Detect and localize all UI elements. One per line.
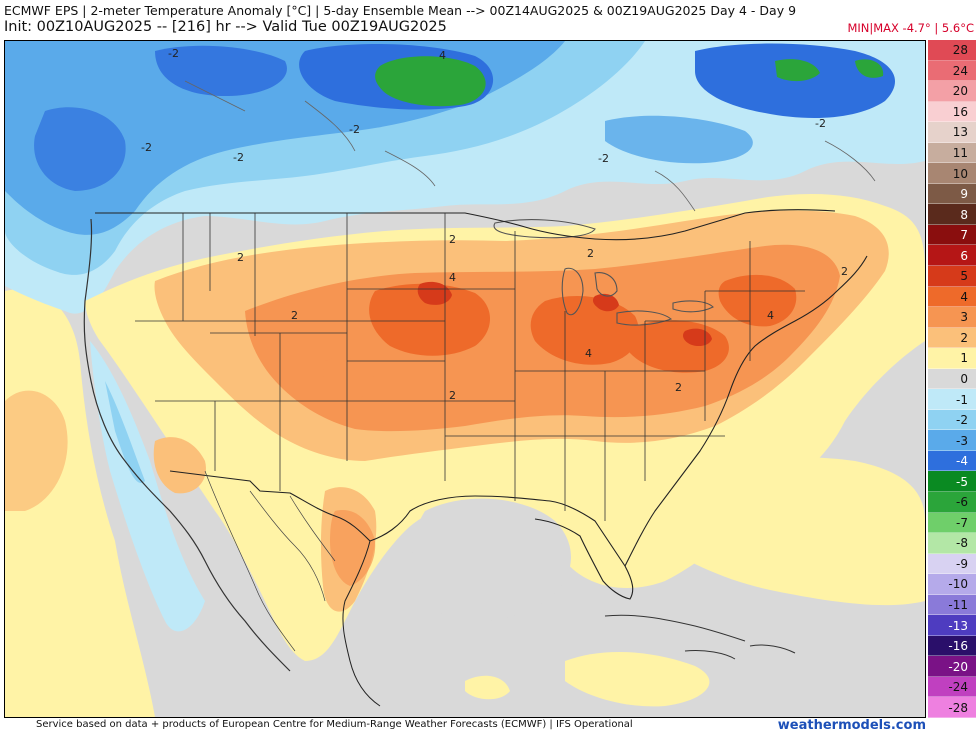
colorbar-label: -2 — [956, 413, 968, 428]
contour-label: -2 — [233, 151, 244, 164]
colorbar-label: -24 — [948, 680, 968, 695]
colorbar-swatch: -13 — [928, 615, 976, 636]
colorbar-label: -11 — [948, 597, 968, 612]
contour-label: 4 — [585, 347, 592, 360]
colorbar-label: -3 — [956, 433, 968, 448]
colorbar-label: 11 — [952, 145, 968, 160]
colorbar-swatch: 16 — [928, 101, 976, 123]
colorbar-swatch: -28 — [928, 697, 976, 718]
colorbar-label: 9 — [960, 187, 968, 202]
colorbar-swatch: -16 — [928, 635, 976, 657]
colorbar-swatch: 5 — [928, 266, 976, 287]
colorbar-label: 6 — [960, 248, 968, 263]
colorbar-label: 28 — [952, 43, 968, 58]
colorbar-label: -20 — [948, 659, 968, 674]
init-valid-time: Init: 00Z10AUG2025 -- [216] hr --> Valid… — [4, 19, 447, 35]
colorbar-label: 8 — [960, 207, 968, 222]
colorbar-label: 4 — [960, 289, 968, 304]
colorbar-label: 7 — [960, 228, 968, 243]
colorbar-label: -16 — [948, 639, 968, 654]
colorbar-label: -7 — [956, 515, 968, 530]
colorbar-swatch: -3 — [928, 430, 976, 451]
colorbar-label: -8 — [956, 536, 968, 551]
canada-us-border — [95, 209, 836, 241]
colorbar-label: 0 — [960, 371, 968, 386]
gulf-coast — [369, 495, 634, 600]
colorbar-label: 1 — [960, 351, 968, 366]
contour-label: -2 — [168, 47, 179, 60]
colorbar-swatch: -4 — [928, 450, 976, 472]
colorbar-label: 16 — [952, 104, 968, 119]
colorbar-label: 10 — [952, 166, 968, 181]
color-scale-legend: 28 24 20 16 13 11 10 9 8 7 6 5 4 3 2 1 0 -1 -2 -3 -4 -5 -6 -7 -8… — [928, 40, 976, 718]
colorbar-label: -6 — [956, 495, 968, 510]
colorbar-label: -4 — [956, 454, 968, 469]
us-mexico-border — [169, 470, 371, 542]
colorbar-label: 5 — [960, 269, 968, 284]
colorbar-label: 20 — [952, 84, 968, 99]
west-coast — [83, 218, 291, 672]
colorbar-swatch: 11 — [928, 142, 976, 164]
contour-label: -2 — [815, 117, 826, 130]
colorbar-swatch: 8 — [928, 204, 976, 225]
brand-link[interactable]: weathermodels.com — [777, 718, 926, 733]
colorbar-label: -1 — [956, 392, 968, 407]
contour-label: 2 — [841, 265, 848, 278]
colorbar-swatch: -6 — [928, 492, 976, 513]
contour-label: 2 — [237, 251, 244, 264]
colorbar-swatch: -7 — [928, 512, 976, 534]
colorbar-swatch: 0 — [928, 368, 976, 390]
colorbar-label: -5 — [956, 474, 968, 489]
colorbar-swatch: -24 — [928, 676, 976, 698]
colorbar-label: -13 — [948, 618, 968, 633]
contour-label: 2 — [675, 381, 682, 394]
colorbar-label: -28 — [948, 700, 968, 715]
min-max-readout: MIN|MAX -4.7° | 5.6°C — [847, 21, 974, 35]
colorbar-label: 3 — [960, 310, 968, 325]
contour-label: 2 — [449, 233, 456, 246]
colorbar-swatch: -2 — [928, 409, 976, 431]
colorbar-swatch: 13 — [928, 122, 976, 143]
colorbar-swatch: 6 — [928, 245, 976, 266]
colorbar-swatch: 28 — [928, 40, 976, 61]
map-title: ECMWF EPS | 2-meter Temperature Anomaly … — [4, 3, 797, 18]
colorbar-swatch: -11 — [928, 594, 976, 616]
colorbar-swatch: 3 — [928, 307, 976, 328]
colorbar-swatch: -8 — [928, 533, 976, 554]
state-borders — [135, 213, 805, 521]
colorbar-swatch: 24 — [928, 60, 976, 82]
colorbar-swatch: 7 — [928, 224, 976, 246]
colorbar-swatch: 10 — [928, 163, 976, 184]
colorbar-label: 2 — [960, 330, 968, 345]
colorbar-label: -10 — [948, 577, 968, 592]
contour-label: 4 — [449, 271, 456, 284]
contour-label: 2 — [291, 309, 298, 322]
contour-label: 2 — [587, 247, 594, 260]
contour-label: 4 — [439, 49, 446, 62]
contour-label: 2 — [449, 389, 456, 402]
colorbar-swatch: 1 — [928, 348, 976, 369]
data-credit: Service based on data + products of Euro… — [36, 719, 633, 730]
east-coast — [624, 255, 868, 567]
colorbar-swatch: -20 — [928, 656, 976, 677]
colorbar-swatch: -10 — [928, 574, 976, 595]
colorbar-label: -9 — [956, 556, 968, 571]
colorbar-label: 24 — [952, 63, 968, 78]
colorbar-swatch: 9 — [928, 183, 976, 205]
contour-label: 4 — [767, 309, 774, 322]
colorbar-label: 13 — [952, 125, 968, 140]
colorbar-swatch: -5 — [928, 471, 976, 492]
colorbar-swatch: 4 — [928, 286, 976, 308]
contour-label: -2 — [349, 123, 360, 136]
colorbar-swatch: -9 — [928, 553, 976, 575]
hudson-bay-min — [375, 56, 486, 107]
colorbar-swatch: 20 — [928, 81, 976, 102]
anomaly-map: -2 4 -2 -2 -2 -2 -2 2 2 2 4 2 4 2 2 2 4 — [4, 40, 926, 718]
colorbar-swatch: -1 — [928, 389, 976, 410]
colorbar-swatch: 2 — [928, 327, 976, 349]
contour-label: -2 — [598, 152, 609, 165]
contour-label: -2 — [141, 141, 152, 154]
great-lakes — [493, 219, 714, 326]
